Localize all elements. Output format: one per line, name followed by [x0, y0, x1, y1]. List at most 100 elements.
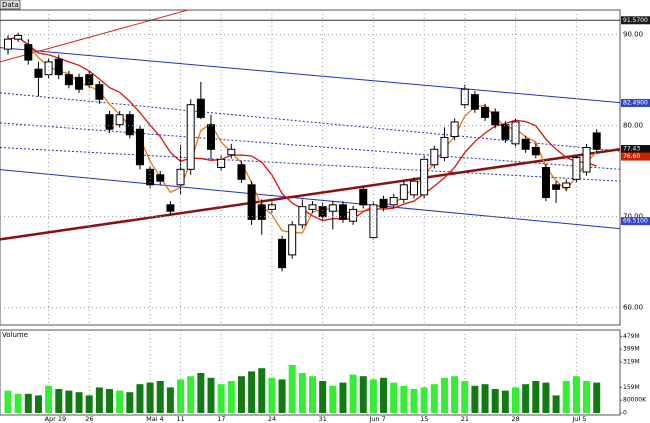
candle-body: [379, 198, 388, 209]
volume-tick-label: 399M: [623, 346, 640, 353]
volume-bar: [542, 382, 550, 413]
chart-title: Data: [2, 1, 19, 9]
candle-body: [531, 146, 540, 156]
volume-bar: [430, 384, 438, 413]
candle-body: [75, 76, 84, 90]
candle-body: [298, 206, 307, 226]
volume-bar: [258, 368, 266, 413]
volume-tick-label: 0: [623, 410, 627, 417]
volume-bar: [278, 379, 286, 413]
candle-body: [410, 180, 418, 196]
price-label-box: [621, 16, 650, 25]
candle-body: [95, 84, 104, 100]
volume-title: Volume: [2, 331, 28, 339]
candle-body: [440, 136, 449, 158]
candle-body: [420, 158, 429, 196]
volume-bar: [562, 381, 570, 413]
candle-body: [125, 114, 134, 136]
volume-tick-label: 159M: [623, 384, 640, 391]
volume-bar: [34, 395, 42, 413]
trend-line: [0, 146, 620, 182]
volume-bar: [410, 389, 418, 413]
volume-bar: [440, 377, 448, 413]
volume-bar: [583, 381, 591, 413]
candle-body: [308, 204, 317, 210]
volume-bar: [390, 382, 398, 413]
volume-bar: [14, 393, 22, 413]
volume-bar: [319, 381, 327, 413]
candle-body: [54, 58, 63, 76]
trend-line: [0, 47, 620, 104]
volume-bar: [471, 385, 479, 413]
candle-body: [14, 34, 23, 40]
candle-body: [389, 197, 398, 206]
candle-body: [501, 124, 510, 140]
candle-body: [541, 167, 550, 199]
volume-bar: [359, 376, 367, 413]
candle-body: [4, 38, 12, 50]
volume-bar: [207, 377, 215, 413]
price-label: 69.5100: [623, 218, 648, 225]
candle-body: [288, 224, 297, 256]
volume-bar: [501, 390, 509, 413]
volume-bar: [4, 390, 12, 413]
volume-bar: [339, 382, 347, 413]
candle-body: [186, 104, 195, 170]
price-label-box: [621, 217, 650, 226]
volume-bar: [522, 384, 530, 413]
price-label-box: [621, 145, 650, 154]
volume-bar: [95, 387, 103, 413]
volume-bar: [248, 371, 256, 413]
candle-body: [176, 168, 185, 186]
x-tick-label: 24: [268, 415, 276, 423]
candle-body: [511, 121, 520, 145]
x-tick-label: Jun 7: [368, 415, 385, 423]
volume-tick-label: 319M: [623, 358, 640, 365]
volume-bar: [55, 389, 63, 413]
y-tick-label: 90.00: [623, 31, 643, 39]
price-label: 77.43: [623, 146, 640, 153]
candle-body: [85, 74, 94, 86]
candle-body: [328, 204, 337, 212]
candle-body: [267, 204, 276, 210]
candle-body: [460, 88, 469, 106]
volume-bar: [227, 381, 235, 413]
candle-body: [399, 184, 408, 200]
volume-bar: [400, 385, 408, 413]
candle-body: [217, 158, 226, 168]
candle-body: [470, 94, 479, 110]
volume-bar: [451, 376, 459, 413]
candle-body: [24, 44, 33, 61]
volume-bar: [237, 376, 245, 413]
volume-bar: [75, 392, 83, 413]
volume-bar: [593, 382, 601, 413]
volume-bar: [187, 376, 195, 413]
volume-bar: [298, 373, 306, 413]
x-tick-label: 17: [217, 415, 225, 423]
volume-bar: [106, 389, 113, 413]
volume-bar: [45, 385, 53, 413]
x-tick-label: 31: [319, 415, 327, 423]
volume-bar: [481, 384, 489, 413]
candle-body: [105, 114, 114, 130]
volume-bar: [116, 390, 124, 413]
candle-body: [227, 148, 236, 156]
candle-body: [247, 184, 256, 220]
candle-body: [34, 68, 43, 78]
x-tick-label: 28: [512, 415, 520, 423]
candle-body: [278, 238, 287, 269]
trend-line: [0, 169, 620, 230]
candle-body: [552, 184, 561, 190]
candle-body: [338, 204, 347, 220]
volume-bar: [288, 365, 296, 413]
title-box: [0, 0, 21, 10]
candle-body: [521, 138, 530, 150]
volume-bar: [532, 381, 540, 413]
candle-body: [430, 148, 439, 166]
x-tick-label: Mai 4: [146, 415, 164, 423]
price-label: 76.60: [623, 153, 640, 160]
candle-body: [582, 146, 591, 173]
trend-line: [0, 10, 190, 63]
volume-bar: [491, 389, 499, 413]
